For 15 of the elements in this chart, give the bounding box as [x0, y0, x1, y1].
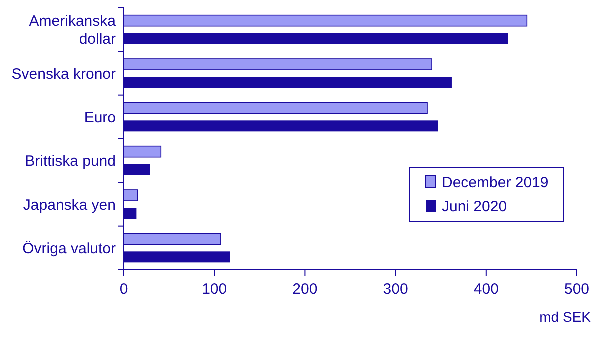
x-tick-label: 100 — [202, 281, 228, 298]
legend-label: Juni 2020 — [442, 198, 508, 216]
y-tick-label: Brittiska pund — [25, 153, 116, 170]
x-tick-label: 400 — [474, 281, 499, 298]
x-tick-label: 500 — [564, 281, 590, 298]
x-axis-title: md SEK — [540, 309, 592, 325]
y-tick-label: Amerikanska dollar — [29, 13, 117, 48]
x-tick-label: 0 — [120, 281, 128, 298]
y-tick-label: Euro — [84, 109, 116, 126]
y-tick-label: Övriga valutor — [22, 240, 116, 258]
x-tick-label: 200 — [292, 281, 318, 298]
y-tick-label: Japanska yen — [23, 196, 116, 214]
y-tick-label: Svenska kronor — [12, 66, 116, 83]
x-tick-label: 300 — [383, 281, 408, 298]
legend-label: December 2019 — [442, 174, 549, 192]
